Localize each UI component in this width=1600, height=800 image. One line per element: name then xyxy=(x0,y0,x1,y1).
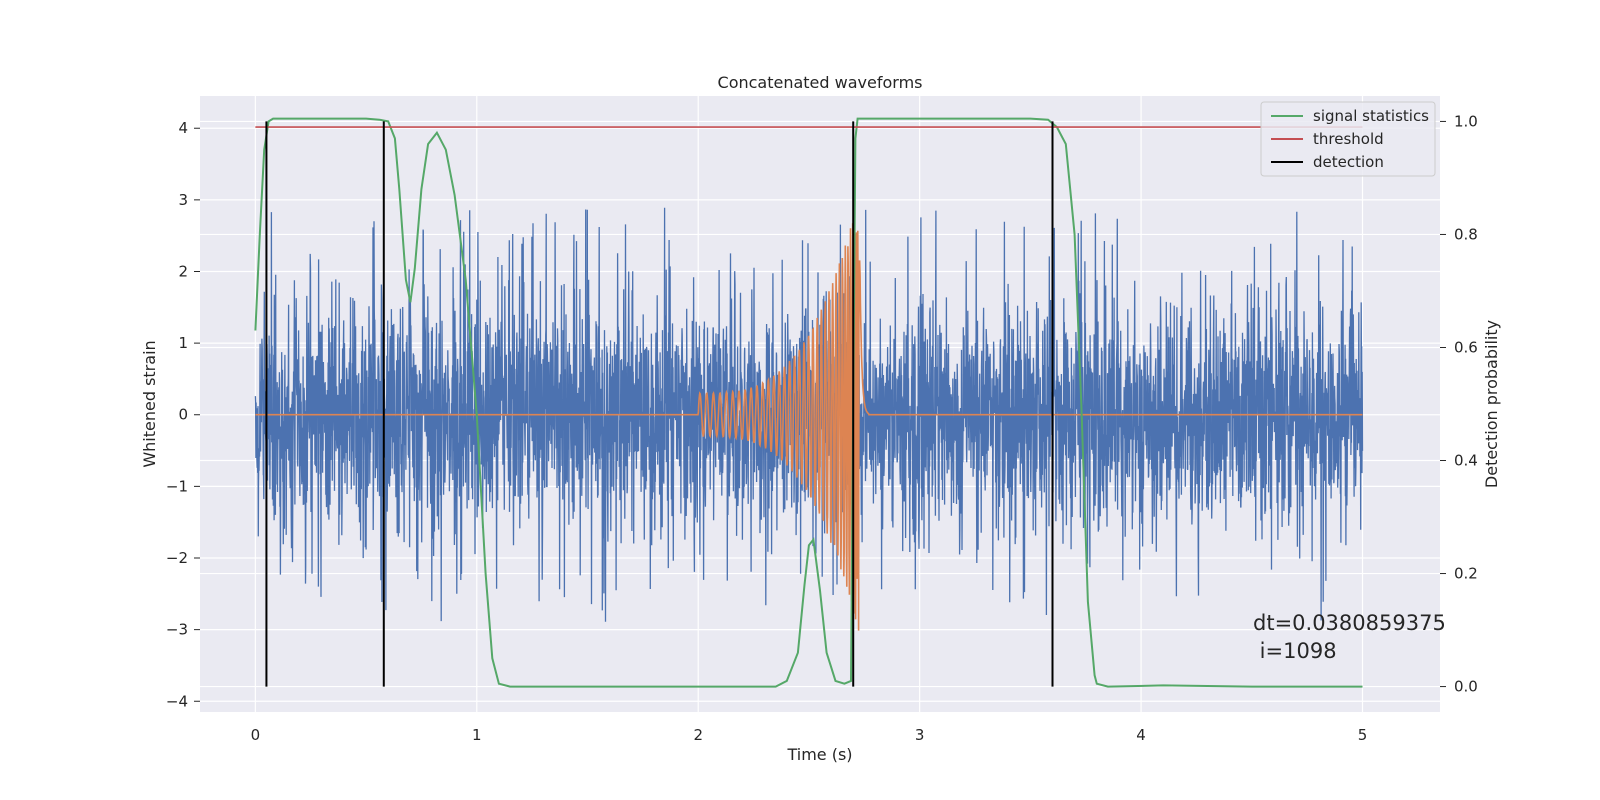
x-tick-label: 3 xyxy=(915,726,925,744)
y-tick-label: −4 xyxy=(166,692,188,710)
x-tick-label: 2 xyxy=(693,726,703,744)
y-tick-label: 4 xyxy=(178,119,188,137)
waveform-line xyxy=(255,223,1363,631)
legend: signal statistics threshold detection xyxy=(1260,101,1436,177)
y-tick-label: 1 xyxy=(178,334,188,352)
y2-tick-label: 0.8 xyxy=(1454,225,1478,243)
y2-tick-label: 0.2 xyxy=(1454,565,1478,583)
tick-labels: 0 1 2 3 4 5 −4 −3 −2 −1 0 1 2 3 4 0.0 0.2 0.4 0.6 0.8 1.0 xyxy=(166,112,1478,744)
y2-tick-label: 0.4 xyxy=(1454,452,1478,470)
y-tick-label: −1 xyxy=(166,477,188,495)
legend-label: signal statistics xyxy=(1313,107,1429,125)
chart-title: Concatenated waveforms xyxy=(718,73,923,92)
y2-tick-label: 0.6 xyxy=(1454,338,1478,356)
y2-axis-label: Detection probability xyxy=(1482,320,1501,488)
legend-label: threshold xyxy=(1313,130,1384,148)
x-axis-label: Time (s) xyxy=(786,745,852,764)
legend-box xyxy=(1260,101,1436,177)
x-tick-label: 1 xyxy=(472,726,482,744)
legend-label: detection xyxy=(1313,153,1384,171)
y-tick-label: 0 xyxy=(178,406,188,424)
y-axis-label: Whitened strain xyxy=(140,340,159,467)
y-tick-label: 3 xyxy=(178,191,188,209)
data-layer xyxy=(254,117,1364,688)
x-tick-label: 0 xyxy=(251,726,261,744)
annotation-index: i=1098 xyxy=(1253,639,1337,663)
x-tick-label: 4 xyxy=(1136,726,1146,744)
signal-statistics-line xyxy=(254,117,1363,688)
annotation-dt: dt=0.0380859375 xyxy=(1253,611,1446,635)
y2-tick-label: 1.0 xyxy=(1454,112,1478,130)
y2-tick-label: 0.0 xyxy=(1454,678,1478,696)
y-tick-label: −2 xyxy=(166,549,188,567)
x-tick-label: 5 xyxy=(1358,726,1368,744)
y-tick-label: 2 xyxy=(178,262,188,280)
y-tick-label: −3 xyxy=(166,621,188,639)
